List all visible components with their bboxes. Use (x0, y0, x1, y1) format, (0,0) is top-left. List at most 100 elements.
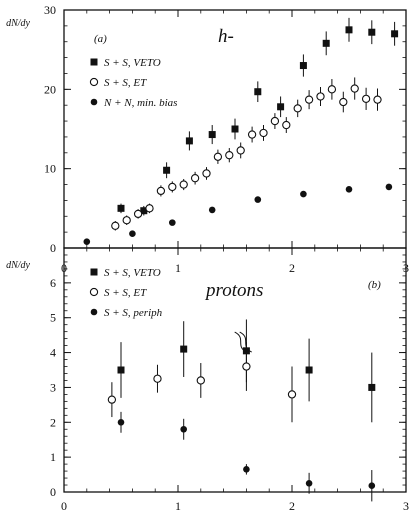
data-point (145, 204, 154, 213)
legend-label: S + S, VETO (104, 57, 161, 69)
data-point (300, 190, 307, 198)
data-point (254, 88, 262, 96)
data-point (243, 466, 250, 473)
x-tick-label: 1 (175, 261, 181, 275)
legend-label: S + S, ET (104, 77, 147, 89)
data-point (242, 362, 251, 371)
legend-label: N + N, min. bias (103, 97, 177, 109)
data-point (83, 238, 91, 245)
data-point (225, 151, 234, 160)
data-point (236, 146, 245, 155)
legend-marker (90, 308, 98, 316)
data-point (208, 131, 216, 139)
data-point (322, 39, 330, 47)
data-point (368, 482, 376, 490)
data-point (293, 104, 302, 113)
data-point (168, 182, 177, 192)
data-point (305, 366, 313, 374)
y-tick-label: 0 (50, 241, 56, 255)
data-point (122, 216, 131, 225)
x-tick-label: 0 (61, 499, 67, 513)
data-point (153, 374, 162, 383)
y-tick-label: 6 (50, 276, 56, 290)
y-tick-label: 4 (50, 346, 56, 360)
data-point (327, 85, 337, 94)
x-tick-label: 3 (403, 499, 409, 513)
data-point (133, 209, 143, 219)
y-tick-label: 10 (44, 162, 56, 176)
data-point (180, 345, 188, 353)
panel-b-protons: 0 1 2 3 4 5 6 0 1 2 3 dN/dy (b) protons S + S, VETO S +… (6, 247, 409, 513)
data-point (140, 207, 148, 215)
data-point (282, 120, 291, 130)
y-tick-label: 1 (50, 450, 56, 464)
y-tick-label: 20 (44, 82, 56, 96)
data-point (350, 84, 359, 93)
panel-title: h- (218, 26, 234, 47)
data-point (111, 221, 120, 230)
legend-label: S + S, periph (104, 307, 163, 319)
data-point (316, 92, 325, 101)
data-point (299, 62, 307, 70)
data-point (190, 174, 200, 183)
data-point (117, 418, 125, 426)
y-tick-label: 2 (50, 415, 56, 429)
axis-break-mark (234, 331, 252, 353)
data-point (156, 186, 166, 196)
data-point (259, 128, 268, 138)
legend-label: S + S, VETO (104, 267, 161, 279)
x-tick-label: 2 (289, 499, 295, 513)
data-point (345, 185, 353, 193)
legend-marker (89, 77, 99, 87)
data-point (385, 183, 393, 191)
data-point (368, 28, 376, 36)
data-point (129, 230, 136, 238)
legend-marker (89, 287, 99, 297)
data-point (368, 383, 376, 391)
data-point (196, 376, 205, 385)
data-point (373, 95, 382, 104)
data-point (117, 366, 125, 374)
panel-title: protons (204, 280, 263, 301)
data-point (277, 103, 285, 111)
data-point (391, 30, 399, 38)
y-tick-label: 3 (50, 380, 56, 394)
data-point (213, 152, 223, 161)
data-point (345, 26, 353, 34)
data-point (247, 130, 257, 139)
legend-marker (90, 268, 98, 276)
data-point (180, 425, 187, 433)
data-point (202, 169, 211, 178)
y-axis-label: dN/dy (6, 18, 30, 29)
legend-marker (90, 98, 98, 106)
data-point (163, 166, 171, 174)
data-point (169, 219, 176, 226)
data-point (305, 479, 313, 487)
x-tick-label: 1 (175, 499, 181, 513)
x-tick-label: 2 (289, 261, 295, 275)
data-point (287, 390, 297, 399)
data-point (231, 125, 239, 133)
panel-label: (a) (94, 33, 107, 45)
legend-marker (90, 58, 98, 66)
data-point (208, 206, 216, 214)
y-axis-label: dN/dy (6, 260, 30, 271)
y-tick-label: 5 (50, 311, 56, 325)
data-point (254, 196, 262, 203)
data-point (361, 94, 371, 104)
data-point (185, 137, 193, 145)
panel-label: (b) (368, 279, 381, 291)
data-point (339, 97, 348, 107)
y-tick-label: 0 (50, 485, 56, 499)
plot-frame (63, 247, 407, 493)
data-point (270, 116, 280, 126)
data-point (179, 180, 188, 189)
data-point (304, 95, 314, 104)
y-tick-label: 30 (44, 3, 56, 17)
data-point (107, 395, 117, 404)
legend-label: S + S, ET (104, 287, 147, 299)
data-point (117, 204, 125, 212)
